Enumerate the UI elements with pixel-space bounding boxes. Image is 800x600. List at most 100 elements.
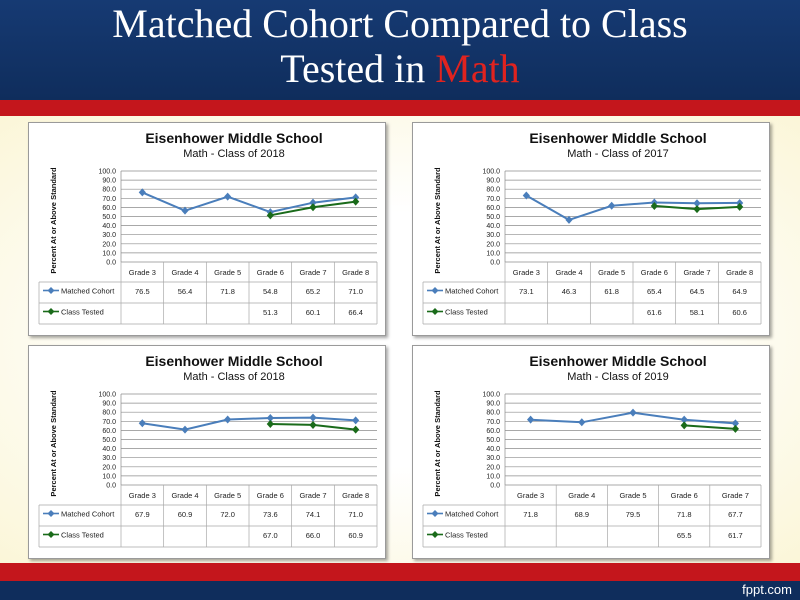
x-tick-label: Grade 7 — [722, 491, 749, 500]
data-point-matched-cohort — [527, 415, 535, 424]
chart-panel-top-left: Eisenhower Middle School Math - Class of … — [28, 122, 386, 336]
data-point-matched-cohort — [608, 201, 616, 210]
y-tick-label: 80.0 — [486, 410, 500, 417]
data-label-class-tested: 60.6 — [732, 308, 747, 317]
y-tick-label: 90.0 — [102, 401, 116, 408]
data-label-matched-cohort: 71.0 — [348, 287, 363, 296]
data-label-matched-cohort: 71.8 — [220, 287, 235, 296]
data-label-class-tested: 61.6 — [647, 308, 662, 317]
data-point-class-tested — [693, 205, 701, 214]
x-tick-label: Grade 6 — [641, 268, 668, 277]
chart-subtitle: Math - Class of 2018 — [183, 371, 285, 383]
y-axis-label: Percent At or Above Standard — [49, 167, 58, 274]
series-line-class-tested — [684, 424, 736, 430]
legend-marker-class-tested — [431, 531, 439, 538]
data-label-class-tested: 58.1 — [690, 308, 705, 317]
data-label-matched-cohort: 73.1 — [519, 287, 534, 296]
data-label-class-tested: 61.7 — [728, 531, 743, 540]
data-label-matched-cohort: 64.9 — [732, 287, 747, 296]
y-tick-label: 40.0 — [102, 223, 116, 230]
data-label-matched-cohort: 72.0 — [220, 510, 235, 519]
y-tick-label: 80.0 — [102, 410, 116, 417]
data-label-matched-cohort: 64.5 — [690, 287, 705, 296]
y-tick-label: 10.0 — [486, 250, 500, 257]
x-tick-label: Grade 7 — [299, 491, 326, 500]
y-tick-label: 50.0 — [102, 437, 116, 444]
top-red-band — [0, 100, 800, 116]
chart-svg: Eisenhower Middle School Math - Class of … — [38, 130, 378, 325]
x-tick-label: Grade 3 — [129, 491, 156, 500]
data-label-matched-cohort: 71.0 — [348, 510, 363, 519]
y-tick-label: 70.0 — [486, 419, 500, 426]
data-point-matched-cohort — [309, 413, 317, 422]
y-tick-label: 30.0 — [102, 455, 116, 462]
data-label-matched-cohort: 79.5 — [626, 510, 641, 519]
x-tick-label: Grade 3 — [513, 268, 540, 277]
data-point-matched-cohort — [309, 198, 317, 207]
y-tick-label: 20.0 — [486, 241, 500, 248]
y-axis-label: Percent At or Above Standard — [49, 390, 58, 497]
y-tick-label: 10.0 — [102, 473, 116, 480]
data-point-class-tested — [731, 424, 739, 433]
x-tick-label: Grade 4 — [555, 268, 582, 277]
data-label-matched-cohort: 67.7 — [728, 510, 743, 519]
y-tick-label: 100.0 — [482, 169, 500, 176]
chart-title: Eisenhower Middle School — [529, 353, 706, 369]
legend-marker-class-tested — [47, 308, 55, 315]
legend-label-matched-cohort: Matched Cohort — [445, 510, 499, 519]
chart-svg: Eisenhower Middle School Math - Class of … — [38, 353, 378, 548]
y-tick-label: 40.0 — [102, 446, 116, 453]
y-tick-label: 20.0 — [486, 464, 500, 471]
data-point-matched-cohort — [224, 415, 232, 424]
slide-title-prefix: Tested in — [280, 46, 436, 91]
data-point-matched-cohort — [352, 416, 360, 425]
legend-label-class-tested: Class Tested — [445, 531, 488, 540]
data-point-class-tested — [309, 203, 317, 212]
y-tick-label: 50.0 — [486, 437, 500, 444]
data-label-matched-cohort: 54.8 — [263, 287, 278, 296]
legend-marker-matched-cohort — [431, 287, 439, 294]
y-tick-label: 70.0 — [102, 419, 116, 426]
y-tick-label: 60.0 — [102, 428, 116, 435]
data-point-matched-cohort — [138, 188, 146, 197]
data-point-matched-cohort — [578, 418, 586, 427]
data-label-class-tested: 66.0 — [306, 531, 321, 540]
legend-marker-matched-cohort — [47, 287, 55, 294]
y-tick-label: 70.0 — [486, 196, 500, 203]
data-label-matched-cohort: 74.1 — [306, 510, 321, 519]
x-tick-label: Grade 7 — [683, 268, 710, 277]
y-tick-label: 20.0 — [102, 241, 116, 248]
y-axis-label: Percent At or Above Standard — [433, 390, 442, 497]
y-tick-label: 30.0 — [486, 232, 500, 239]
x-tick-label: Grade 6 — [671, 491, 698, 500]
chart-subtitle: Math - Class of 2019 — [567, 371, 669, 383]
x-tick-label: Grade 3 — [517, 491, 544, 500]
chart-title: Eisenhower Middle School — [145, 353, 322, 369]
slide-title-line2: Tested in Math — [0, 46, 800, 91]
series-line-matched-cohort — [141, 191, 356, 214]
legend-marker-matched-cohort — [431, 510, 439, 517]
chart-title: Eisenhower Middle School — [145, 130, 322, 146]
chart-subtitle: Math - Class of 2017 — [567, 148, 669, 160]
x-tick-label: Grade 3 — [129, 268, 156, 277]
legend-label-matched-cohort: Matched Cohort — [61, 510, 115, 519]
data-label-matched-cohort: 65.4 — [647, 287, 662, 296]
y-tick-label: 0.0 — [106, 483, 116, 490]
y-axis-label: Percent At or Above Standard — [433, 167, 442, 274]
legend-label-class-tested: Class Tested — [61, 308, 104, 317]
data-point-matched-cohort — [693, 199, 701, 208]
data-point-matched-cohort — [266, 414, 274, 423]
data-point-class-tested — [680, 421, 688, 430]
data-label-matched-cohort: 71.8 — [523, 510, 538, 519]
y-tick-label: 60.0 — [486, 428, 500, 435]
data-label-matched-cohort: 68.9 — [574, 510, 589, 519]
y-tick-label: 0.0 — [106, 260, 116, 267]
data-point-matched-cohort — [224, 192, 232, 201]
data-point-class-tested — [309, 420, 317, 429]
y-tick-label: 90.0 — [102, 178, 116, 185]
y-tick-label: 40.0 — [486, 223, 500, 230]
data-label-matched-cohort: 60.9 — [178, 510, 193, 519]
y-tick-label: 20.0 — [102, 464, 116, 471]
x-tick-label: Grade 8 — [342, 268, 369, 277]
x-tick-label: Grade 5 — [619, 491, 646, 500]
